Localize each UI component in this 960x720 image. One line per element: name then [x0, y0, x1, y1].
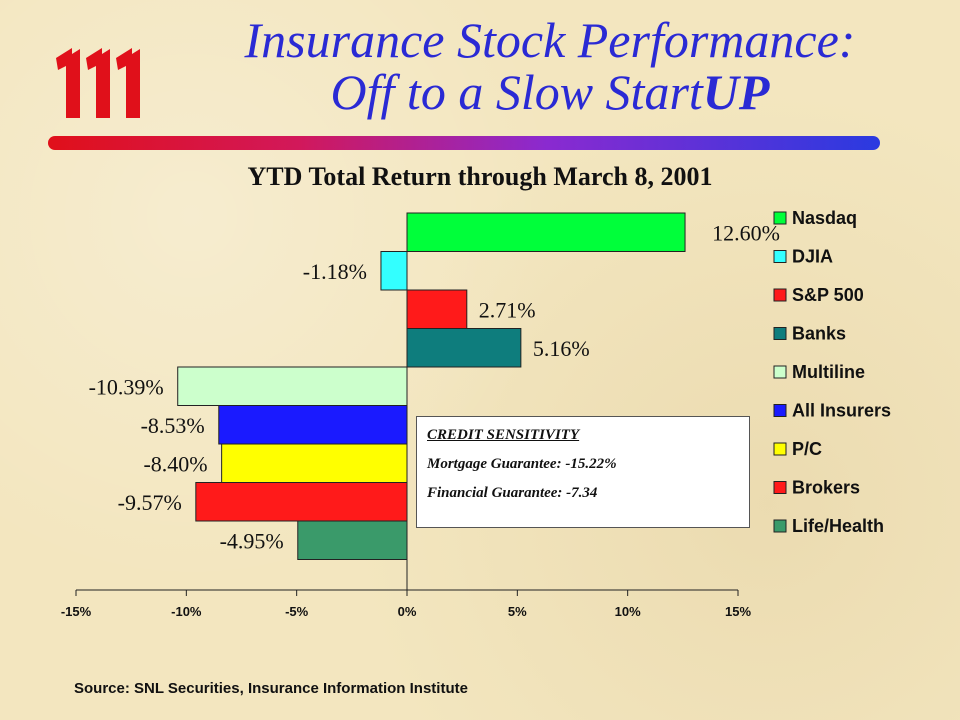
chart-title: YTD Total Return through March 8, 2001 [247, 162, 713, 191]
bar-6 [221, 443, 408, 483]
iii-logo-icon [56, 48, 140, 118]
title-divider [48, 136, 880, 150]
x-tick-label-1: -10% [171, 604, 202, 619]
legend-swatch-0 [773, 211, 787, 225]
bar-label-6: -8.40% [143, 451, 207, 476]
bar-5 [218, 405, 408, 445]
legend-swatch-5 [773, 404, 787, 417]
bar-label-4: -10.39% [89, 374, 164, 399]
x-tick-label-4: 5% [508, 604, 527, 619]
legend-swatch-7 [773, 481, 787, 494]
title-line-2-bold: UP [702, 64, 770, 120]
bar-label-0: 12.60% [712, 220, 780, 245]
x-tick-label-3: 0% [398, 604, 417, 619]
x-tick-label-0: -15% [61, 604, 92, 619]
credit-box-mortgage: Mortgage Guarantee: -15.22% [427, 456, 617, 472]
bar-8 [297, 520, 408, 560]
title-line-1: Insurance Stock Performance: [244, 12, 856, 68]
legend-label-5: All Insurers [792, 401, 891, 421]
bar-label-7: -9.57% [118, 490, 182, 515]
legend-label-8: Life/Health [792, 516, 884, 536]
legend-label-7: Brokers [792, 478, 860, 498]
credit-box-financial: Financial Guarantee: -7.34 [427, 485, 598, 501]
bar-7 [195, 482, 408, 522]
credit-box-heading: CREDIT SENSITIVITY [427, 427, 580, 443]
legend-swatch-2 [773, 288, 787, 302]
bar-label-1: -1.18% [303, 259, 367, 284]
title-line-2: Off to a Slow StartUP [150, 66, 950, 118]
bar-2 [406, 289, 468, 329]
bar-label-2: 2.71% [479, 297, 536, 322]
bar-3 [406, 328, 522, 368]
x-tick-label-2: -5% [285, 604, 309, 619]
legend-label-0: Nasdaq [792, 208, 857, 228]
legend-swatch-3 [773, 327, 787, 340]
bar-label-8: -4.95% [220, 528, 284, 553]
x-tick-label-6: 15% [725, 604, 751, 619]
legend-label-6: P/C [792, 439, 822, 459]
title-line-2-plain: Off to a Slow Start [330, 64, 703, 120]
legend-label-3: Banks [792, 324, 846, 344]
bar-label-5: -8.53% [141, 413, 205, 438]
bar-label-3: 5.16% [533, 336, 590, 361]
page-title: Insurance Stock Performance: Off to a Sl… [150, 14, 950, 118]
legend-label-4: Multiline [792, 362, 865, 382]
credit-sensitivity-box: CREDIT SENSITIVITY Mortgage Guarantee: -… [416, 416, 750, 528]
legend-swatch-1 [773, 250, 787, 263]
legend-swatch-8 [773, 519, 787, 533]
legend-swatch-6 [773, 442, 787, 456]
x-tick-label-5: 10% [615, 604, 641, 619]
source-note: Source: SNL Securities, Insurance Inform… [74, 680, 468, 697]
legend-label-1: DJIA [792, 247, 833, 267]
bar-4 [177, 366, 408, 406]
legend-label-2: S&P 500 [792, 285, 864, 305]
bar-0 [406, 212, 686, 252]
legend-swatch-4 [773, 365, 787, 379]
bar-1 [380, 251, 408, 291]
